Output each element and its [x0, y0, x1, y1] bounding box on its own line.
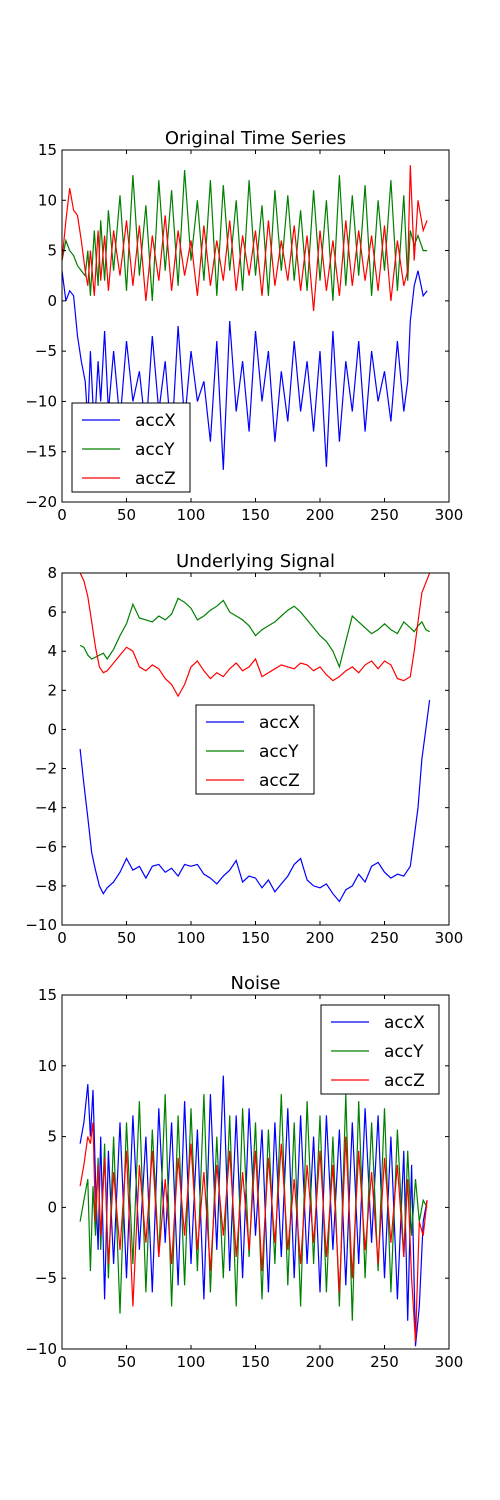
x-tick-label: 150: [241, 929, 270, 947]
y-tick-label: −20: [25, 493, 57, 511]
x-tick-label: 200: [306, 1353, 335, 1371]
legend-box: [195, 704, 315, 795]
x-tick-label: 250: [370, 506, 399, 524]
y-tick-label: −5: [35, 1269, 57, 1287]
chart-title: Original Time Series: [165, 128, 346, 149]
chart-title: Underlying Signal: [176, 551, 335, 572]
legend-label-accY: accY: [135, 440, 175, 460]
chart-panel-2: Underlying Signal 0 50 100 150 200 250 300 −10 −8…: [25, 551, 463, 947]
x-tick-label: 100: [177, 506, 206, 524]
x-tick-label: 0: [57, 929, 67, 947]
legend-box: [71, 402, 191, 493]
legend: accX accY accZ: [195, 704, 315, 795]
legend-label-accZ: accZ: [384, 1071, 425, 1091]
x-tick-label: 100: [177, 1353, 206, 1371]
y-tick-label: −10: [25, 392, 57, 410]
y-tick-label: 15: [38, 986, 57, 1004]
chart-title: Noise: [231, 973, 281, 994]
legend-box: [320, 1004, 440, 1095]
x-tick-label: 300: [435, 1353, 464, 1371]
x-tick-label: 0: [57, 506, 67, 524]
y-tick-label: 0: [47, 1198, 57, 1216]
y-tick-label: 6: [47, 603, 57, 621]
y-tick-label: 5: [47, 1128, 57, 1146]
legend-label-accY: accY: [384, 1042, 424, 1062]
x-tick-label: 300: [435, 506, 464, 524]
x-tick-label: 100: [177, 929, 206, 947]
y-tick-label: 2: [47, 681, 57, 699]
y-tick-label: 8: [47, 564, 57, 582]
legend-label-accX: accX: [135, 411, 176, 431]
y-tick-label: 5: [47, 242, 57, 260]
y-tick-label: 4: [47, 642, 57, 660]
series-line-accZ: [79, 573, 431, 698]
y-tick-label: −8: [35, 877, 57, 895]
series-line-accZ: [62, 165, 428, 311]
x-tick-label: 50: [117, 1353, 136, 1371]
series-line-accY: [79, 597, 430, 669]
x-tick-label: 200: [306, 506, 335, 524]
series-line-accX: [62, 270, 428, 470]
legend: accX accY accZ: [71, 402, 191, 493]
y-tick-label: −5: [35, 342, 57, 360]
x-tick-label: 250: [370, 929, 399, 947]
y-tick-label: −10: [25, 916, 57, 934]
series-line-accZ: [79, 1122, 428, 1342]
legend-label-accZ: accZ: [135, 469, 176, 489]
x-tick-label: 300: [435, 929, 464, 947]
legend-label-accY: accY: [259, 742, 299, 762]
x-tick-label: 150: [241, 506, 270, 524]
legend-label-accX: accX: [384, 1013, 425, 1033]
y-tick-label: −10: [25, 1340, 57, 1358]
y-tick-label: 15: [38, 141, 57, 159]
series-line-accY: [62, 170, 428, 301]
series-line-accX: [79, 700, 431, 903]
y-tick-label: −15: [25, 443, 57, 461]
y-tick-label: 10: [38, 191, 57, 209]
legend: accX accY accZ: [320, 1004, 440, 1095]
y-tick-label: 10: [38, 1057, 57, 1075]
x-tick-label: 200: [306, 929, 335, 947]
y-tick-label: −2: [35, 760, 57, 778]
y-tick-label: −4: [35, 799, 57, 817]
legend-label-accZ: accZ: [259, 771, 300, 791]
x-tick-label: 50: [117, 506, 136, 524]
x-tick-label: 50: [117, 929, 136, 947]
legend-label-accX: accX: [259, 713, 300, 733]
y-tick-label: 0: [47, 292, 57, 310]
x-tick-label: 150: [241, 1353, 270, 1371]
y-tick-label: 0: [47, 720, 57, 738]
y-tick-label: −6: [35, 838, 57, 856]
x-tick-label: 250: [370, 1353, 399, 1371]
x-tick-label: 0: [57, 1353, 67, 1371]
